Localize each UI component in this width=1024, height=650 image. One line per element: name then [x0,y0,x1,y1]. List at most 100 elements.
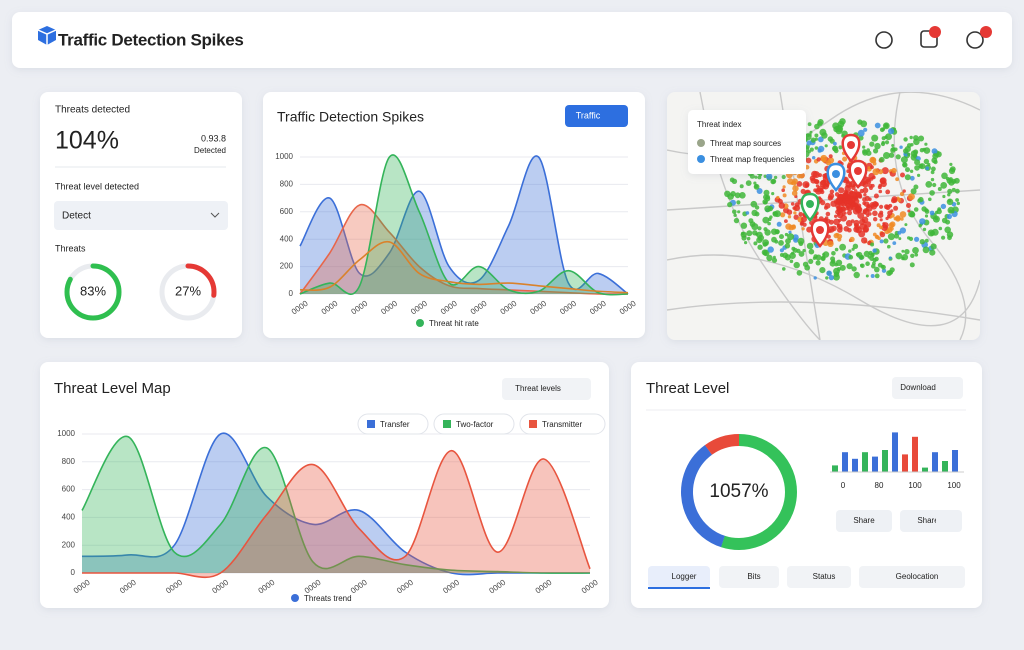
bar [852,458,858,472]
heat-dot [933,159,938,165]
heat-dot [881,127,886,131]
heat-dot [756,188,763,194]
heat-dot [888,222,895,228]
heat-dot [873,148,879,154]
heat-dot [873,202,879,207]
legend-pill[interactable] [357,413,429,435]
inbox-icon[interactable] [920,30,938,48]
heat-dot [872,261,876,266]
bar [832,465,838,472]
heat-dot [902,189,906,193]
chat-icon[interactable] [966,31,984,49]
heat-dot [899,211,907,218]
more-button[interactable] [936,510,962,532]
alert-icon[interactable] [875,31,893,49]
select[interactable] [54,201,228,230]
legend-pill[interactable] [433,413,515,435]
download-button[interactable] [892,377,963,399]
heat-dot [834,247,839,252]
heat-dot [784,243,791,249]
tab-label[interactable]: Logger [672,572,697,581]
share-button[interactable] [836,510,892,532]
y-tick-label: 1000 [57,429,75,438]
heat-dot [928,197,932,202]
tab[interactable] [859,566,965,588]
heat-dot [813,276,817,280]
heat-dot [932,182,937,188]
tab[interactable] [648,566,710,588]
bar-label: 100 [908,481,922,490]
heat-dot [910,143,914,147]
heat-dot [940,182,948,189]
heat-dot [888,152,895,158]
heat-dot [844,185,852,192]
heat-dot [813,254,818,259]
tab-label[interactable]: Status [813,572,836,581]
heat-dot [817,136,824,143]
heat-dot [877,185,882,190]
heat-dot [806,140,812,146]
rings-title: Threats [55,243,86,253]
heat-dot [782,267,786,271]
heat-dot [908,236,914,241]
ring-label: 83% [80,283,106,298]
heat-dot [857,212,865,220]
heat-dot [754,175,758,179]
heat-dot [862,187,869,194]
spikes-card [263,92,645,338]
tab-label[interactable]: Bits [747,572,760,581]
share-label[interactable]: Share [853,516,875,525]
heat-dot [807,122,812,127]
traffic-button-label[interactable]: Traffic [576,110,601,120]
heat-dot [780,212,786,218]
tab[interactable] [787,566,851,588]
heat-dot [891,196,898,203]
heat-dot [862,149,867,154]
heat-dot [746,230,753,237]
area [300,204,628,295]
line [81,449,591,579]
heat-dot [840,214,847,222]
heat-dot [837,120,845,128]
legend-label: Threats trend [304,594,352,603]
heat-dot [903,137,908,142]
heat-dot [868,172,875,180]
heat-dot [812,156,816,160]
heat-dot [835,127,843,135]
heat-dot [800,220,805,225]
heat-dot [891,144,895,147]
heat-dot [767,221,771,226]
traffic-button[interactable] [565,105,628,127]
heat-dot [901,249,905,253]
header-icons[interactable] [875,26,992,49]
heat-dot [792,234,799,241]
heat-dot [827,195,834,201]
heat-dot [913,207,919,212]
legend-pill[interactable] [519,413,606,435]
share-label[interactable]: Share [917,516,939,525]
heat-dot [833,148,839,154]
heat-dot [929,190,935,196]
app-title: Traffic Detection Spikes [58,30,244,49]
heat-dot [791,246,796,251]
heat-dot [814,133,819,138]
heat-dot [838,145,843,150]
heat-dot [763,174,767,178]
select-value[interactable]: Detect [62,211,91,222]
heat-dot [949,166,956,173]
heat-dot [862,226,870,233]
levels-button-label[interactable]: Threat levels [515,384,561,393]
heat-dot [838,218,842,222]
levels-button[interactable] [502,378,591,400]
y-tick-label: 0 [71,568,76,577]
heat-dot [845,205,850,211]
heat-dot [731,178,738,184]
download-button-label[interactable]: Download [900,383,936,392]
heat-dot [739,192,746,199]
chevron [210,212,220,218]
tab[interactable] [719,566,779,588]
tab-label[interactable]: Geolocation [896,572,939,581]
threat-card [631,362,982,608]
summary-title: Threats detected [55,105,130,116]
heat-dot [771,228,778,235]
